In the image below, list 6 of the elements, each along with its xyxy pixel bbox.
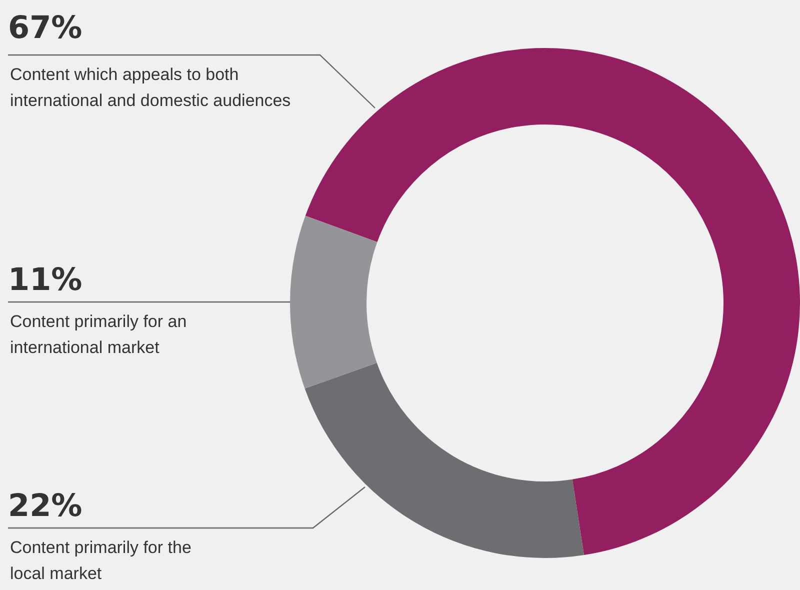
slice-label: Content primarily for an international market [10,312,187,357]
data-label: 67% [8,10,82,46]
data-label: 22% [8,488,82,524]
slice-label: Content primarily for the local market [10,538,192,583]
data-label: 11% [8,262,82,298]
slice-label: Content which appeals to both international and domestic audiences [10,65,291,110]
